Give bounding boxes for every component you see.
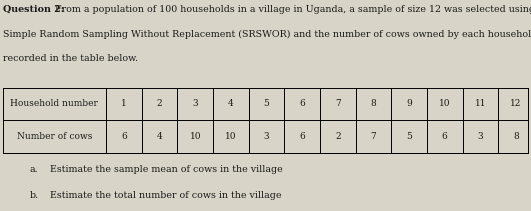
Text: recorded in the table below.: recorded in the table below.	[3, 54, 138, 63]
Text: 6: 6	[442, 132, 448, 141]
Text: 7: 7	[371, 132, 376, 141]
Text: Estimate the total number of cows in the village: Estimate the total number of cows in the…	[50, 191, 282, 200]
Text: 4: 4	[228, 99, 234, 108]
Text: 4: 4	[157, 132, 162, 141]
Text: 3: 3	[264, 132, 269, 141]
Text: Simple Random Sampling Without Replacement (SRSWOR) and the number of cows owned: Simple Random Sampling Without Replaceme…	[3, 30, 531, 39]
Text: 2: 2	[335, 132, 340, 141]
Text: 10: 10	[439, 99, 450, 108]
Text: 8: 8	[371, 99, 376, 108]
Text: 7: 7	[335, 99, 341, 108]
Text: Question 2:: Question 2:	[3, 5, 64, 14]
Text: Estimate the sample mean of cows in the village: Estimate the sample mean of cows in the …	[50, 165, 283, 174]
Text: 6: 6	[299, 132, 305, 141]
Text: Number of cows: Number of cows	[17, 132, 92, 141]
Text: 12: 12	[510, 99, 521, 108]
Text: 9: 9	[406, 99, 412, 108]
Text: From a population of 100 households in a village in Uganda, a sample of size 12 : From a population of 100 households in a…	[52, 5, 531, 14]
Text: Household number: Household number	[11, 99, 98, 108]
Text: 1: 1	[121, 99, 127, 108]
Text: 5: 5	[406, 132, 412, 141]
Text: b.: b.	[29, 191, 38, 200]
Text: 11: 11	[475, 99, 486, 108]
Text: 3: 3	[477, 132, 483, 141]
Text: 10: 10	[225, 132, 237, 141]
Text: 10: 10	[190, 132, 201, 141]
Text: 3: 3	[192, 99, 198, 108]
Text: a.: a.	[29, 165, 38, 174]
Text: 5: 5	[263, 99, 269, 108]
Text: 8: 8	[513, 132, 519, 141]
Text: 6: 6	[299, 99, 305, 108]
Text: 6: 6	[121, 132, 127, 141]
Text: 2: 2	[157, 99, 162, 108]
